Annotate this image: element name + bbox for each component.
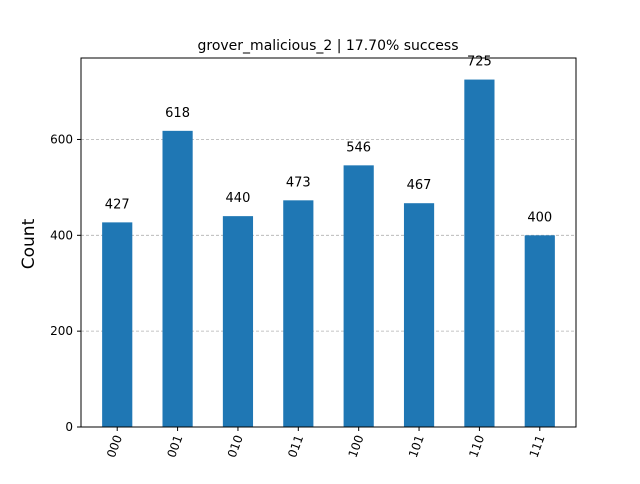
data-label: 427 [105, 197, 130, 212]
y-axis-label: Count [19, 218, 39, 269]
data-label: 400 [527, 210, 552, 225]
data-label: 618 [165, 106, 190, 121]
x-tick-label: 011 [285, 433, 306, 459]
data-label: 725 [467, 55, 492, 70]
x-tick-label: 010 [225, 433, 246, 459]
bars [102, 79, 555, 427]
bar-000 [102, 222, 133, 427]
data-label: 546 [346, 140, 371, 155]
bar-011 [283, 200, 314, 427]
bar-110 [464, 79, 495, 427]
y-tick-label: 400 [50, 228, 73, 242]
y-tick-label: 600 [50, 132, 73, 146]
bar-111 [524, 235, 555, 427]
y-tick-label: 200 [50, 324, 73, 338]
x-axis-ticks: 000 001 010 011 100 101 110 111 [104, 427, 548, 460]
bar-001 [162, 130, 193, 427]
gridlines [81, 139, 576, 332]
x-tick-label: 111 [527, 433, 548, 459]
chart-title: grover_malicious_2 | 17.70% success [198, 38, 459, 54]
data-label: 440 [226, 191, 251, 206]
x-tick-label: 110 [466, 433, 487, 459]
x-tick-label: 000 [104, 433, 125, 459]
x-tick-label: 101 [406, 433, 427, 459]
x-tick-label: 001 [164, 433, 185, 459]
bar-100 [343, 165, 374, 427]
data-label: 467 [407, 178, 432, 193]
data-label: 473 [286, 175, 311, 190]
y-axis-ticks: 0 200 400 600 [50, 132, 81, 434]
plot-frame [80, 57, 577, 428]
y-tick-label: 0 [65, 420, 73, 434]
x-tick-label: 100 [346, 433, 367, 459]
bar-010 [222, 216, 254, 427]
bar-101 [403, 203, 435, 427]
